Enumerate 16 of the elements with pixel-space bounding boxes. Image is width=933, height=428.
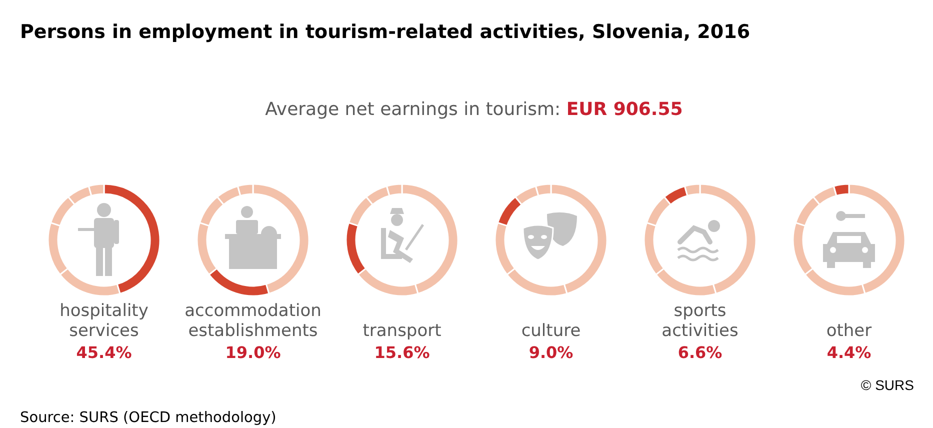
text: other bbox=[826, 321, 872, 341]
text: 9.0% bbox=[528, 343, 574, 362]
source-note: Source: SURS (OECD methodology) bbox=[20, 410, 276, 426]
text: 6.6% bbox=[678, 343, 722, 362]
text: sports activities bbox=[662, 301, 738, 341]
text: © SURS bbox=[860, 377, 914, 393]
text: Average net earnings in tourism: EUR 906.55 bbox=[265, 99, 683, 120]
text: 19.0% bbox=[225, 343, 281, 362]
text: 4.4% bbox=[826, 343, 872, 362]
text: Persons in employment in tourism-related activities, Slovenia, 2016 bbox=[20, 21, 750, 43]
text: hospitality services bbox=[60, 301, 148, 341]
text: 45.4% bbox=[76, 343, 132, 362]
text: transport bbox=[362, 321, 442, 341]
text: accommodation establishments bbox=[184, 301, 322, 341]
text: culture bbox=[521, 321, 581, 341]
text: 15.6% bbox=[374, 343, 430, 362]
